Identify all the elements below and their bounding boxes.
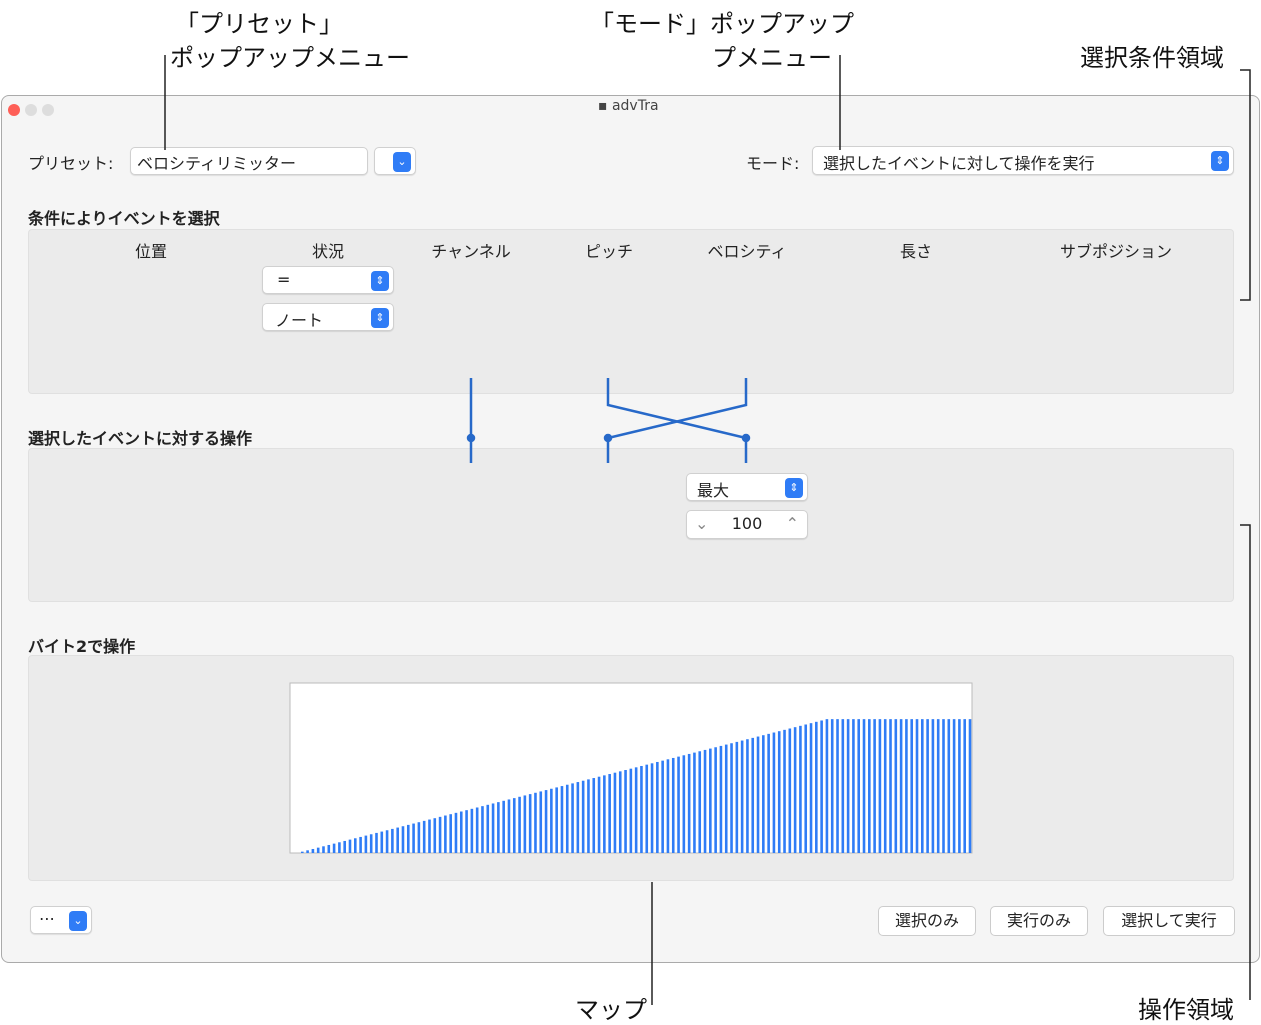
annotation: マップ bbox=[575, 996, 647, 1024]
button[interactable]: 実行のみ bbox=[990, 906, 1088, 936]
annotation: 操作領域 bbox=[1138, 996, 1234, 1024]
velocity-mode: 最大 bbox=[697, 481, 730, 500]
velocity-stepper[interactable]: ⌄ 100 ⌃ bbox=[686, 510, 808, 539]
column-header: ピッチ bbox=[584, 242, 633, 261]
preset-label: プリセット: bbox=[28, 154, 114, 173]
mode-value: 選択したイベントに対して操作を実行 bbox=[823, 154, 1095, 173]
annotation: ポップアップメニュー bbox=[170, 44, 410, 72]
column-header: チャンネル bbox=[431, 242, 511, 261]
operation-panel bbox=[28, 448, 1234, 602]
velocity-value: 100 bbox=[731, 514, 763, 533]
action-popup[interactable]: ⋯ ⌄ bbox=[30, 906, 92, 934]
column-header: サブポジション bbox=[1059, 242, 1172, 261]
mode-popup[interactable]: 選択したイベントに対して操作を実行 ⇕ bbox=[812, 146, 1234, 175]
title-text: advTra bbox=[611, 98, 659, 114]
section-heading: 選択したイベントに対する操作 bbox=[28, 429, 253, 448]
section-heading: バイト2で操作 bbox=[28, 637, 136, 656]
column-header: 長さ bbox=[899, 242, 932, 261]
status-operator-popup[interactable]: = ⇕ bbox=[262, 266, 394, 294]
mode-label: モード: bbox=[746, 154, 800, 173]
button[interactable]: 選択のみ bbox=[878, 906, 976, 936]
annotation: プメニュー bbox=[712, 44, 832, 72]
preset-field[interactable]: ベロシティリミッター bbox=[130, 147, 368, 175]
button[interactable]: 選択して実行 bbox=[1103, 906, 1235, 936]
velocity-mode-popup[interactable]: 最大 ⇕ bbox=[686, 473, 808, 501]
traffic-lights bbox=[8, 101, 68, 120]
annotation: 選択条件領域 bbox=[1080, 44, 1224, 72]
condition-panel bbox=[28, 229, 1234, 394]
status-type: ノート bbox=[275, 311, 324, 330]
window-title: ▪ advTra bbox=[598, 98, 659, 114]
column-header: ベロシティ bbox=[707, 242, 787, 261]
annotation: 「プリセット」 bbox=[175, 10, 343, 38]
annotation: 「モード」ポップアップ bbox=[590, 10, 854, 38]
column-header: 位置 bbox=[134, 242, 167, 261]
status-type-popup[interactable]: ノート ⇕ bbox=[262, 303, 394, 331]
column-header: 状況 bbox=[311, 242, 344, 261]
preset-popup[interactable]: ⌄ bbox=[374, 147, 416, 175]
section-heading: 条件によりイベントを選択 bbox=[28, 209, 220, 228]
status-operator: = bbox=[277, 270, 291, 289]
map-panel bbox=[28, 655, 1234, 881]
